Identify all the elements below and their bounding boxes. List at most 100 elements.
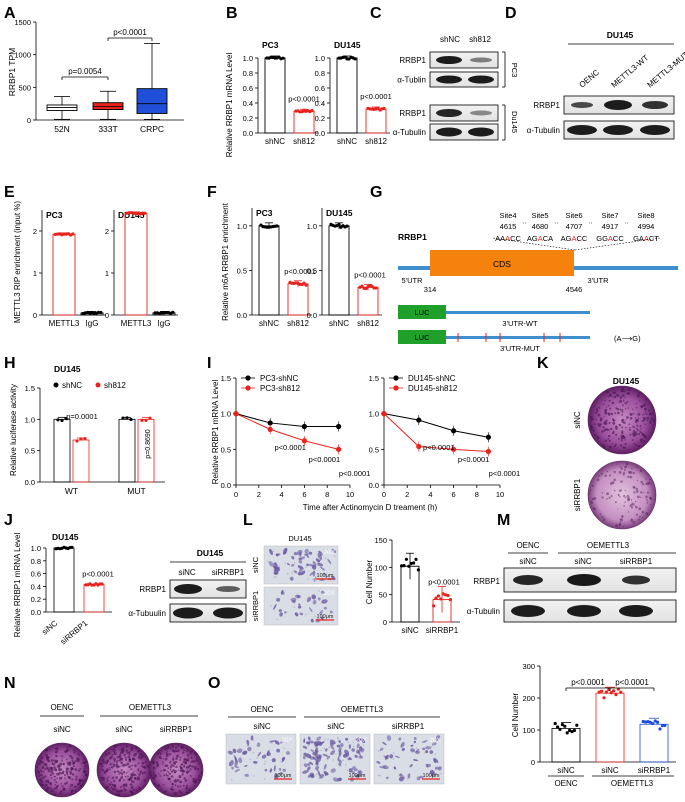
N-dish-OEMETTL3-siNC-colony <box>125 749 129 753</box>
F-DU145-x-tick-label: shNC <box>329 319 349 328</box>
K-dish-siRRBP1-colony <box>645 495 648 499</box>
O-micrograph-OENC-siNC-scale-label: 100μm <box>275 773 292 779</box>
K-dish-siNC-colony <box>595 419 598 421</box>
N-dish-OENC-siNC-colony <box>60 755 63 757</box>
K-dish-siNC-colony <box>622 446 625 449</box>
L-micrograph-siNC-pore <box>273 576 276 579</box>
N-dish-OEMETTL3-siNC-colony <box>120 789 124 792</box>
N-dish-OEMETTL3-siNC-colony <box>128 750 131 754</box>
B1-y-tick-label: 0.8 <box>315 69 325 78</box>
N-dish-OEMETTL3-siNC-colony <box>133 789 136 791</box>
N-dish-OEMETTL3-siRRBP1-colony <box>198 762 201 765</box>
N-dish-OENC-siNC-colony <box>70 756 74 760</box>
N-dish-OENC-siNC-colony <box>69 772 72 775</box>
N-dish-OENC-siNC-colony <box>55 747 59 750</box>
N-dish-OENC-siNC-colony <box>74 768 78 772</box>
N-dish-OEMETTL3-siNC-colony <box>131 785 134 788</box>
N-dish-OENC-siNC-colony <box>38 771 41 774</box>
O-micrograph-OEMETTL3-siRRBP1-cell <box>425 763 429 768</box>
L-micrograph-siRRBP1-cell <box>280 589 284 595</box>
F1-y-tick-label: 0.0 <box>307 311 317 320</box>
O-micrograph-OEMETTL3-siRRBP1-cell <box>410 748 416 753</box>
K-dish-siRRBP1-colony <box>589 492 591 494</box>
O-point <box>556 725 560 729</box>
K-dish-siNC-colony <box>633 426 636 429</box>
N-dish-OEMETTL3-siRRBP1-colony <box>186 750 188 753</box>
N-dish-OENC-siNC-colony <box>62 762 65 765</box>
I1-y-tick-label: 1.5 <box>369 374 379 383</box>
N-dish-OEMETTL3-siNC-colony <box>113 745 117 748</box>
I-legend-label: PC3-sh812 <box>260 384 301 393</box>
O-micrograph-OEMETTL3-siNC-cell <box>345 737 349 741</box>
K-dish-siNC-colony <box>652 419 656 422</box>
M-row-1-band <box>567 605 601 617</box>
I-x-tick-label: 6 <box>452 490 456 499</box>
C-row-0-band <box>436 56 462 64</box>
L-micrograph-siRRBP1-cell <box>320 616 324 620</box>
H-bar-sh812 <box>72 439 90 483</box>
K-dish-siNC-colony <box>643 439 646 443</box>
L-micrograph-siRRBP1-cell <box>306 596 312 603</box>
D-lane-label: METTL3-MUT <box>646 50 685 90</box>
N-dish-OENC-siNC-colony <box>61 785 64 788</box>
F0-y-tick-label: 0.5 <box>237 266 247 275</box>
N-dish-OEMETTL3-siNC-colony <box>130 768 133 771</box>
O-lane-label: siNC <box>253 722 271 731</box>
L-micrograph-siNC-cell <box>317 552 322 560</box>
K-dish-siNC-colony <box>628 428 631 431</box>
K-dish-siRRBP1-colony <box>646 501 649 504</box>
H-title: DU145 <box>54 364 81 374</box>
K-dish-siRRBP1-colony <box>630 518 634 522</box>
O-micrograph-OEMETTL3-siNC-cell <box>304 753 312 758</box>
N-dish-OENC-siNC-colony <box>54 767 57 771</box>
N-dish-OEMETTL3-siNC-colony <box>125 758 128 761</box>
K-dish-siNC-colony <box>608 445 612 449</box>
K-dish-siRRBP1-colony <box>619 495 621 498</box>
K-dish-siRRBP1-colony <box>614 489 616 492</box>
K-dish-siNC-colony <box>619 408 622 411</box>
N-dish-OEMETTL3-siRRBP1-colony <box>172 756 175 758</box>
G-luc-wt <box>398 305 446 319</box>
L-micrograph-siRRBP1-cell <box>321 599 328 604</box>
G-cds-box <box>430 250 574 276</box>
K-dish-siRRBP1-colony <box>590 500 593 503</box>
O-point <box>653 719 657 723</box>
K-dish-siRRBP1-colony <box>606 470 609 473</box>
N-dish-OENC-siNC-colony <box>65 769 69 773</box>
K-dish-siRRBP1-colony <box>636 466 639 468</box>
N-dish-OENC-siNC-colony <box>54 748 57 750</box>
J-row-1-band <box>213 607 243 619</box>
K-dish-siNC-colony <box>622 404 624 407</box>
J-point <box>100 582 104 586</box>
K-dish-siNC-colony <box>643 407 647 411</box>
N-dish-OENC-siNC-colony <box>70 766 73 770</box>
L-pvalue: p<0.0001 <box>428 578 460 587</box>
K-dish-siRRBP1-colony <box>619 489 622 492</box>
H-pvalue: p=0.8690 <box>145 429 152 458</box>
O-point <box>572 728 577 733</box>
G-utr-wt <box>446 311 590 314</box>
K-dish-siRRBP1-colony <box>601 496 604 499</box>
F-DU145-point <box>364 286 368 291</box>
N-dish-OEMETTL3-siNC-colony <box>130 775 133 779</box>
L-micrograph-siRRBP1-pore <box>314 615 316 618</box>
O-micrograph-OENC-siNC-cell <box>256 742 261 747</box>
L-micrograph-siNC-pore <box>291 571 293 574</box>
C-lane-label: shNC <box>440 35 460 44</box>
L-micrograph-siRRBP1-cell <box>297 605 302 609</box>
G-site-name: Site6 <box>565 211 582 220</box>
J-lane-label: siNC <box>178 568 196 577</box>
F0-y-tick-label: 1.0 <box>237 222 247 231</box>
G-site-sequence: AAACC <box>495 234 521 243</box>
G-gene-label: RRBP1 <box>398 232 427 242</box>
M-lane-label: siNC <box>574 557 592 566</box>
N-dish-OENC-siNC-colony <box>80 762 82 764</box>
L-row-label: siNC <box>251 556 260 573</box>
N-dish-OEMETTL3-siNC-colony <box>119 786 122 788</box>
O-micrograph-OEMETTL3-siNC-pore <box>320 749 323 752</box>
H-x-tick-label: MUT <box>127 486 145 496</box>
H-sh812-point <box>140 418 144 422</box>
O-micrograph-OENC-siNC-cell <box>234 759 238 767</box>
K-dish-siNC-colony <box>612 430 615 433</box>
N-dish-OEMETTL3-siNC-colony <box>113 760 116 763</box>
